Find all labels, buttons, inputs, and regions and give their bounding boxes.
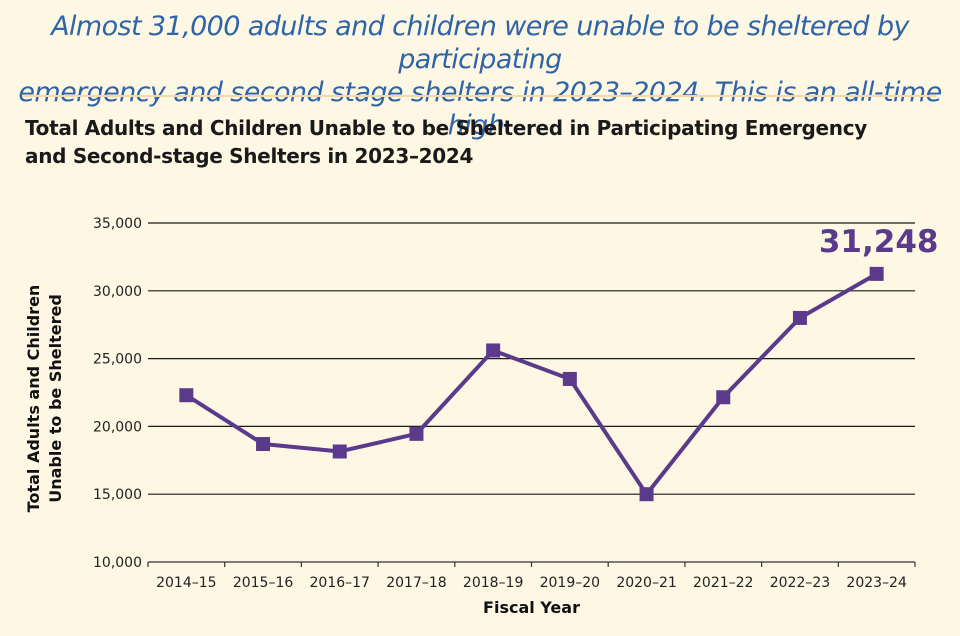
data-point-2023–24: [869, 266, 884, 281]
data-point-2017–18: [409, 426, 424, 441]
y-tick-label-20000: 20,000: [93, 419, 142, 435]
chart-title-line-1: Total Adults and Children Unable to be S…: [25, 116, 868, 140]
data-point-2014–15: [179, 388, 194, 403]
headline-line-2: emergency and second stage shelters in 2…: [18, 77, 942, 141]
chart-title: Total Adults and Children Unable to be S…: [25, 114, 925, 170]
headline-line-1: Almost 31,000 adults and children were u…: [51, 11, 909, 75]
series-line-0: [185, 272, 878, 497]
y-tick-label-10000: 10,000: [93, 555, 142, 571]
x-tick-label-2014–15: 2014–15: [156, 575, 216, 591]
y-tick-label-15000: 15,000: [93, 487, 142, 503]
data-point-2022–23: [792, 310, 807, 325]
y-axis-label-line-2: Unable to be Sheltered: [46, 294, 65, 503]
headline: Almost 31,000 adults and children were u…: [0, 10, 960, 142]
x-tick-label-2020–21: 2020–21: [616, 575, 676, 591]
x-tick-label-2017–18: 2017–18: [386, 575, 446, 591]
x-tick-label-2016–17: 2016–17: [310, 575, 370, 591]
x-tick-label-2018–19: 2018–19: [463, 575, 523, 591]
callout-label: 31,248: [819, 224, 939, 260]
y-axis-label-line-1: Total Adults and Children: [24, 285, 43, 513]
y-tick-label-35000: 35,000: [93, 216, 142, 232]
x-tick-label-2023–24: 2023–24: [846, 575, 907, 591]
chart-title-line-2: and Second-stage Shelters in 2023–2024: [25, 144, 474, 168]
x-tick-label-2021–22: 2021–22: [693, 575, 753, 591]
x-tick-label-2015–16: 2015–16: [233, 575, 294, 591]
data-point-2021–22: [716, 390, 731, 405]
data-point-2019–20: [562, 371, 577, 386]
y-tick-label-25000: 25,000: [93, 352, 142, 368]
x-tick-label-2019–20: 2019–20: [540, 575, 600, 591]
data-point-2015–16: [256, 437, 271, 452]
data-point-2018–19: [486, 343, 501, 358]
data-point-2016–17: [332, 444, 347, 459]
x-axis-label: Fiscal Year: [483, 598, 580, 617]
x-tick-label-2022–23: 2022–23: [770, 575, 830, 591]
divider: [22, 95, 936, 97]
y-tick-label-30000: 30,000: [93, 284, 142, 300]
data-point-2020–21: [639, 487, 654, 502]
